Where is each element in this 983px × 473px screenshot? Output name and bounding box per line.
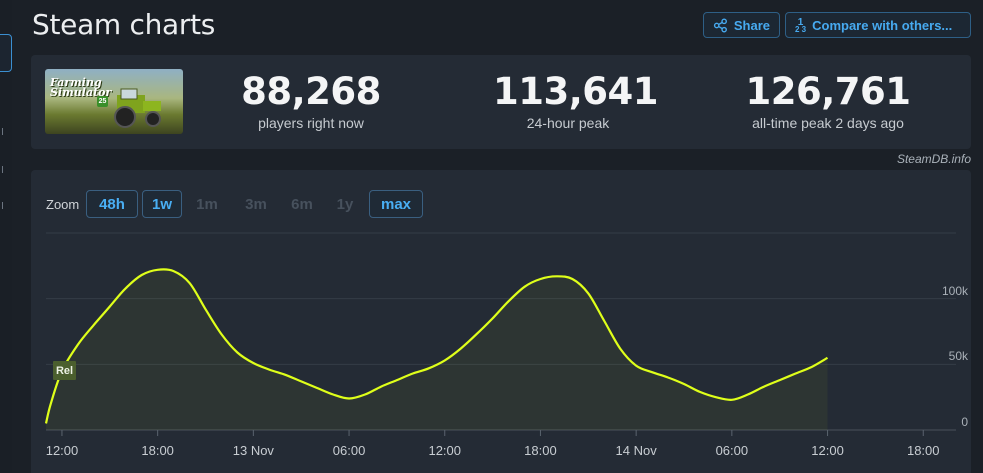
zoom-6m-button: 6m (291, 195, 313, 213)
release-marker[interactable]: Rel (53, 361, 76, 380)
x-tick-label: 12:00 (45, 443, 79, 458)
x-tick-label: 18:00 (141, 443, 174, 458)
share-icon (713, 17, 727, 33)
game-logo-badge: 25 (97, 96, 108, 107)
player-count-line (44, 268, 829, 424)
share-label: Share (733, 17, 770, 33)
day-peak-value: 113,641 (493, 70, 659, 113)
zoom-max-button[interactable]: max (369, 190, 423, 218)
page-title: Steam charts (32, 8, 216, 41)
all-time-peak-stat: 126,761 all-time peak 2 days ago (743, 70, 913, 132)
steamdb-credit[interactable]: SteamDB.info (896, 152, 971, 166)
stats-panel: Farming Simulator 25 88,268 players righ… (31, 55, 971, 149)
y-tick-label: 0 (961, 415, 968, 429)
all-time-peak-label: all-time peak 2 days ago (752, 115, 904, 131)
sidebar-mark (0, 128, 3, 135)
player-count-area (46, 269, 828, 430)
sidebar-mark (0, 166, 3, 173)
zoom-1w-button[interactable]: 1w (142, 190, 182, 218)
x-tick-label: 14 Nov (615, 443, 657, 458)
current-players-label: players right now (258, 115, 364, 131)
current-players-value: 88,268 (241, 70, 381, 113)
zoom-1m-button: 1m (196, 195, 218, 213)
x-tick-label: 06:00 (715, 443, 749, 458)
x-tick-label: 18:00 (906, 443, 940, 458)
current-players-stat: 88,268 players right now (236, 70, 386, 132)
x-tick-label: 13 Nov (232, 443, 274, 458)
x-tick-label: 18:00 (524, 443, 557, 458)
share-button[interactable]: Share (703, 12, 780, 38)
chart-panel (31, 170, 971, 473)
all-time-peak-value: 126,761 (745, 70, 911, 113)
day-peak-label: 24-hour peak (526, 115, 610, 131)
game-capsule-image[interactable]: Farming Simulator 25 (45, 69, 183, 134)
x-tick-label: 12:00 (811, 443, 844, 458)
sidebar-mark (0, 202, 3, 209)
sidebar-toggle[interactable] (0, 34, 12, 72)
compare-label: Compare with others... (812, 17, 953, 33)
left-sidebar-edge (0, 0, 12, 473)
y-tick-label: 100k (941, 283, 968, 298)
zoom-label: Zoom (46, 197, 80, 212)
day-peak-stat: 113,641 24-hour peak (493, 70, 659, 132)
zoom-3m-button: 3m (245, 195, 267, 213)
x-tick-label: 06:00 (332, 443, 366, 458)
tractor-illustration (114, 88, 161, 128)
y-tick-label: 50k (948, 349, 968, 364)
game-logo: Farming Simulator (50, 76, 112, 99)
zoom-48h-button[interactable]: 48h (86, 190, 138, 218)
x-tick-label: 12:00 (428, 443, 462, 458)
zoom-1y-button: 1y (336, 195, 354, 213)
